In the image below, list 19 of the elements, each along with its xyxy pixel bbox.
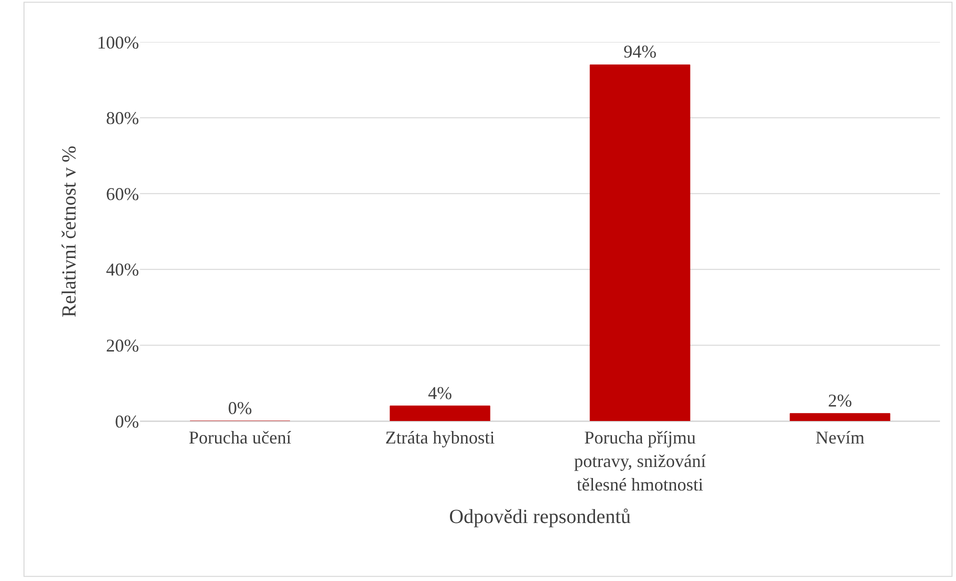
y-axis-title: Relativní četnost v %: [58, 146, 80, 318]
data-label: 2%: [828, 390, 852, 410]
y-tick-label: 40%: [106, 260, 139, 280]
x-tick-label: Nevím: [816, 428, 864, 448]
x-tick-label: Porucha příjmu potravy, snižování tělesné hmotnosti: [574, 428, 706, 494]
data-label: 4%: [428, 382, 452, 403]
data-label: 0%: [228, 398, 252, 418]
x-tick-label: Ztráta hybnosti: [385, 428, 495, 448]
bar: [390, 406, 490, 421]
bar: [590, 64, 690, 421]
x-tick-label: Porucha učení: [188, 428, 292, 448]
bar: [790, 413, 890, 421]
data-label: 94%: [624, 42, 656, 62]
y-tick-label: 20%: [106, 336, 139, 356]
y-tick-label: 80%: [106, 108, 139, 128]
y-tick-label: 100%: [97, 32, 139, 52]
y-tick-label: 0%: [115, 411, 139, 432]
y-tick-label: 60%: [106, 184, 139, 204]
x-axis-title: Odpovědi repsondentů: [449, 506, 631, 528]
